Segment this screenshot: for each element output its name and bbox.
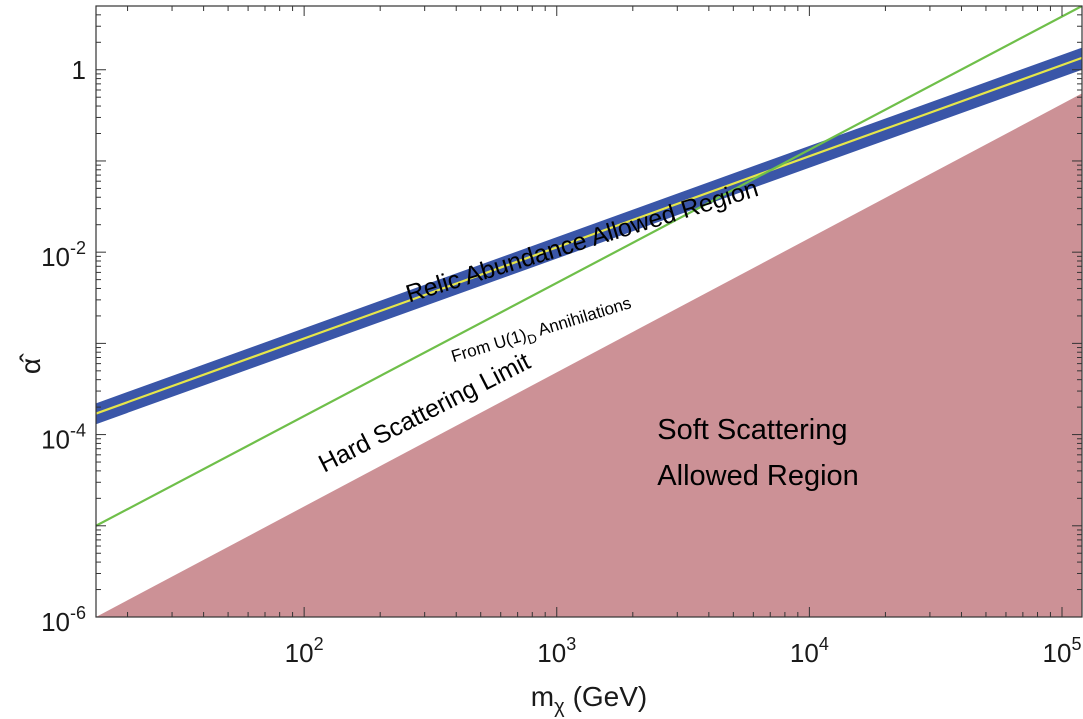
x-tick-label-exponent: 2 bbox=[314, 634, 324, 654]
x-axis-symbol: m bbox=[531, 681, 554, 712]
x-tick-label-base: 10 bbox=[537, 638, 566, 668]
y-axis-title: α̂ bbox=[15, 353, 46, 374]
x-tick-label: 105 bbox=[1043, 634, 1082, 668]
x-axis-title: mχ (GeV) bbox=[531, 681, 648, 718]
y-tick-label: 10-4 bbox=[41, 421, 86, 455]
y-tick-label: 1 bbox=[72, 55, 86, 85]
y-tick-label: 10-6 bbox=[41, 603, 86, 637]
y-tick-label-base: 10 bbox=[41, 242, 70, 272]
x-tick-label: 104 bbox=[790, 634, 829, 668]
x-tick-label-exponent: 3 bbox=[566, 634, 576, 654]
x-tick-label: 102 bbox=[285, 634, 324, 668]
x-tick-label-base: 10 bbox=[790, 638, 819, 668]
x-axis-unit: (GeV) bbox=[573, 681, 648, 712]
y-tick-label-exponent: -4 bbox=[70, 421, 86, 441]
y-tick-label-base: 10 bbox=[41, 607, 70, 637]
y-tick-label-exponent: -6 bbox=[70, 603, 86, 623]
soft-scattering-region bbox=[96, 93, 1082, 617]
x-tick-label-exponent: 5 bbox=[1071, 634, 1081, 654]
y-tick-label-base: 10 bbox=[41, 425, 70, 455]
tick-marks bbox=[96, 5, 1082, 618]
x-tick-label-base: 10 bbox=[1043, 638, 1072, 668]
y-tick-label-exponent: -2 bbox=[70, 238, 86, 258]
data-layer bbox=[96, 6, 1082, 617]
annotation-soft1: Soft Scattering bbox=[657, 414, 847, 446]
hard-scattering-line bbox=[96, 6, 1082, 527]
central-relic-line bbox=[96, 56, 1082, 415]
annotation-u1d-subscript: D bbox=[525, 330, 538, 347]
x-tick-label: 103 bbox=[537, 634, 576, 668]
plot-frame bbox=[95, 5, 1083, 618]
y-tick-label-base: 1 bbox=[72, 55, 86, 85]
x-axis-subscript: χ bbox=[554, 696, 565, 718]
x-tick-label-exponent: 4 bbox=[819, 634, 829, 654]
y-tick-label: 10-2 bbox=[41, 238, 86, 272]
annotation-soft2: Allowed Region bbox=[657, 460, 859, 492]
axes-frame bbox=[95, 5, 1083, 618]
x-tick-label-base: 10 bbox=[285, 638, 314, 668]
